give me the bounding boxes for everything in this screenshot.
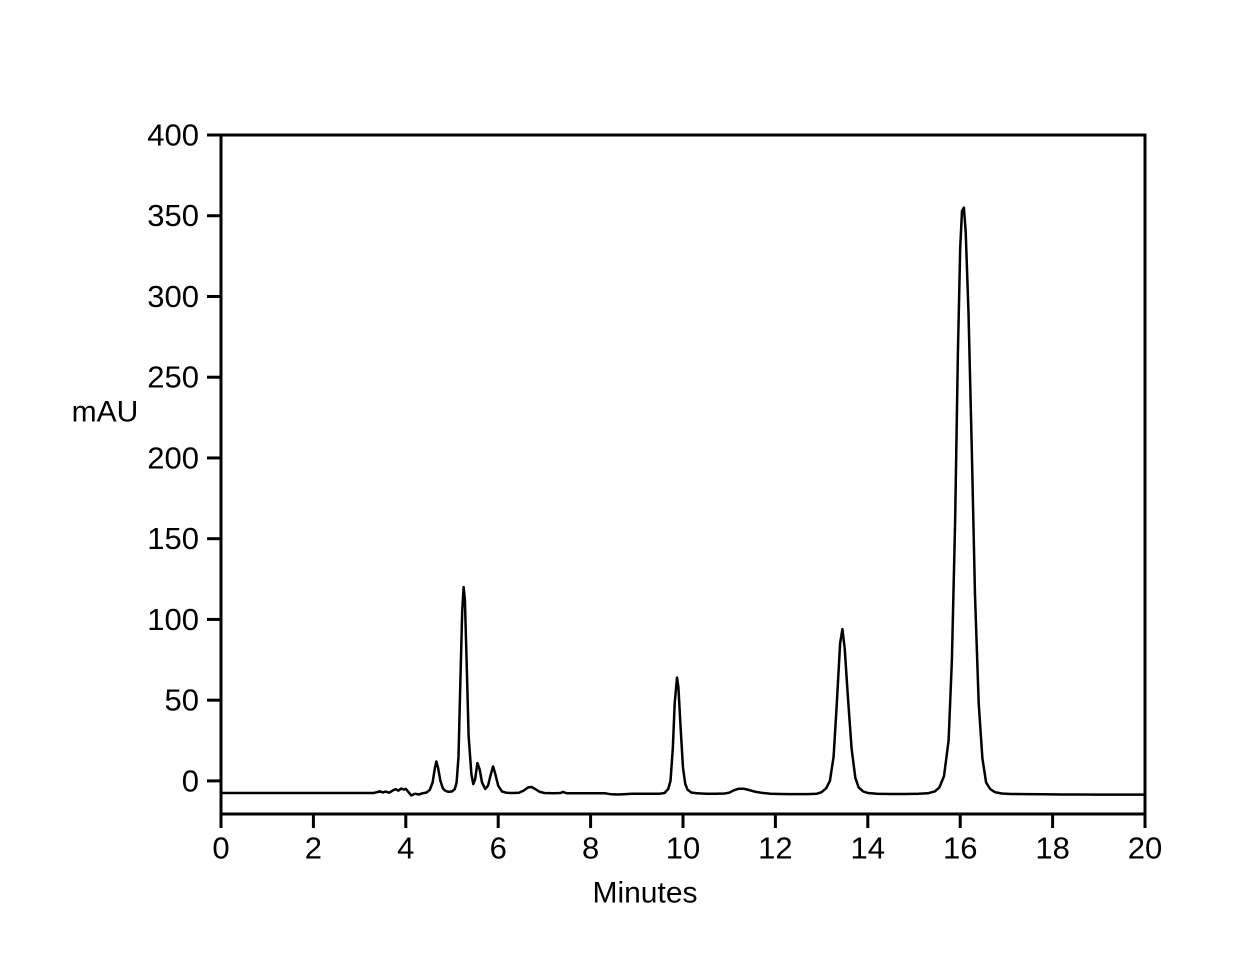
y-tick-label: 200 [147,440,199,475]
x-tick-label: 14 [851,831,885,866]
y-tick-label: 400 [147,118,199,153]
x-tick-label: 18 [1035,831,1069,866]
x-axis-title: Minutes [592,877,697,910]
y-axis-ticks: 0 50 100 150 200 250 300 350 400 [147,118,221,798]
y-tick-label: 0 [182,763,199,798]
chromatogram-trace [219,206,1147,797]
plot-frame [219,133,1147,816]
y-axis-title: mAU [72,396,139,429]
y-tick-label: 300 [147,279,199,314]
x-tick-label: 0 [212,831,229,866]
x-tick-label: 12 [758,831,792,866]
x-tick-label: 2 [305,831,322,866]
x-tick-label: 16 [943,831,977,866]
x-tick-label: 8 [582,831,599,866]
x-tick-label: 20 [1128,831,1162,866]
y-tick-label: 250 [147,360,199,395]
y-tick-label: 50 [165,683,199,718]
x-axis-ticks: 0 2 4 6 8 10 12 14 16 18 20 [212,814,1162,866]
x-tick-label: 4 [397,831,414,866]
x-tick-label: 6 [490,831,507,866]
y-tick-label: 150 [147,521,199,556]
y-tick-label: 100 [147,602,199,637]
y-tick-label: 350 [147,198,199,233]
x-tick-label: 10 [666,831,700,866]
